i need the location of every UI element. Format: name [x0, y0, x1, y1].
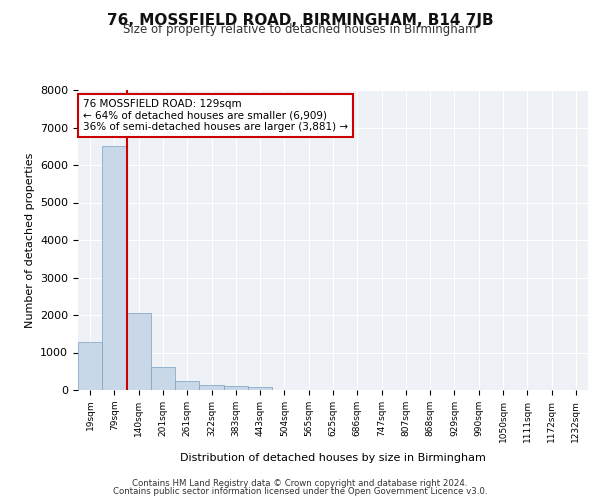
Bar	[102, 146, 127, 390]
Bar	[248, 388, 272, 390]
Bar	[151, 367, 175, 390]
Text: 76 MOSSFIELD ROAD: 129sqm
← 64% of detached houses are smaller (6,909)
36% of se: 76 MOSSFIELD ROAD: 129sqm ← 64% of detac…	[83, 99, 348, 132]
Text: Contains HM Land Registry data © Crown copyright and database right 2024.: Contains HM Land Registry data © Crown c…	[132, 478, 468, 488]
Bar	[224, 386, 248, 390]
Bar	[127, 313, 151, 390]
Bar	[78, 342, 102, 390]
Y-axis label: Number of detached properties: Number of detached properties	[25, 152, 35, 328]
Text: 76, MOSSFIELD ROAD, BIRMINGHAM, B14 7JB: 76, MOSSFIELD ROAD, BIRMINGHAM, B14 7JB	[107, 12, 493, 28]
Bar	[199, 385, 224, 390]
Text: Contains public sector information licensed under the Open Government Licence v3: Contains public sector information licen…	[113, 487, 487, 496]
Text: Size of property relative to detached houses in Birmingham: Size of property relative to detached ho…	[123, 22, 477, 36]
Bar	[175, 380, 199, 390]
X-axis label: Distribution of detached houses by size in Birmingham: Distribution of detached houses by size …	[180, 453, 486, 463]
